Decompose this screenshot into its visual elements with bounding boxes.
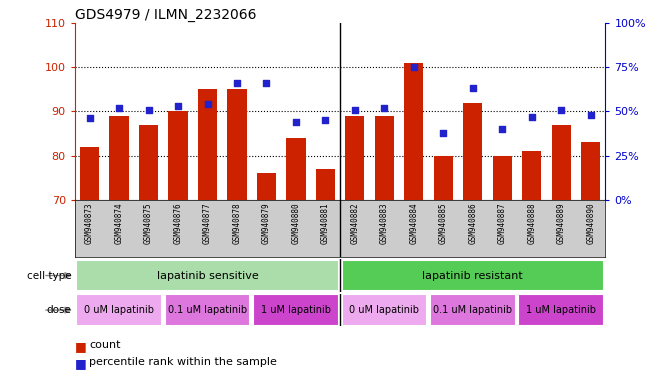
Point bbox=[527, 114, 537, 120]
Text: GSM940881: GSM940881 bbox=[321, 203, 330, 244]
Text: GSM940883: GSM940883 bbox=[380, 203, 389, 244]
Bar bbox=[522, 151, 542, 200]
Text: GSM940875: GSM940875 bbox=[144, 203, 153, 244]
Bar bbox=[342, 295, 427, 326]
Bar bbox=[109, 116, 129, 200]
Bar bbox=[227, 89, 247, 200]
Bar bbox=[345, 116, 365, 200]
Point bbox=[143, 106, 154, 113]
Bar bbox=[169, 111, 187, 200]
Bar bbox=[342, 260, 604, 291]
Bar bbox=[139, 125, 158, 200]
Text: GDS4979 / ILMN_2232066: GDS4979 / ILMN_2232066 bbox=[75, 8, 256, 22]
Bar bbox=[430, 295, 516, 326]
Text: GSM940878: GSM940878 bbox=[232, 203, 242, 244]
Text: ■: ■ bbox=[75, 340, 90, 353]
Point bbox=[85, 115, 95, 121]
Bar bbox=[286, 138, 305, 200]
Point bbox=[379, 105, 389, 111]
Point bbox=[114, 105, 124, 111]
Text: GSM940874: GSM940874 bbox=[115, 203, 124, 244]
Point bbox=[350, 106, 360, 113]
Bar bbox=[404, 63, 423, 200]
Bar bbox=[464, 103, 482, 200]
Bar bbox=[80, 147, 99, 200]
Text: GSM940884: GSM940884 bbox=[409, 203, 419, 244]
Text: GSM940889: GSM940889 bbox=[557, 203, 566, 244]
Bar bbox=[375, 116, 394, 200]
Text: 0 uM lapatinib: 0 uM lapatinib bbox=[350, 305, 419, 315]
Bar bbox=[198, 89, 217, 200]
Text: GSM940876: GSM940876 bbox=[174, 203, 182, 244]
Bar bbox=[253, 295, 339, 326]
Point bbox=[409, 64, 419, 70]
Point bbox=[320, 117, 331, 123]
Text: count: count bbox=[89, 340, 120, 350]
Bar bbox=[518, 295, 604, 326]
Point bbox=[173, 103, 183, 109]
Bar bbox=[76, 295, 162, 326]
Point bbox=[585, 112, 596, 118]
Point bbox=[232, 80, 242, 86]
Bar bbox=[551, 125, 571, 200]
Text: GSM940877: GSM940877 bbox=[203, 203, 212, 244]
Text: GSM940880: GSM940880 bbox=[292, 203, 300, 244]
Point bbox=[261, 80, 271, 86]
Point bbox=[202, 101, 213, 108]
Bar bbox=[434, 156, 453, 200]
Point bbox=[556, 106, 566, 113]
Text: GSM940886: GSM940886 bbox=[468, 203, 477, 244]
Point bbox=[291, 119, 301, 125]
Text: GSM940882: GSM940882 bbox=[350, 203, 359, 244]
Text: GSM940885: GSM940885 bbox=[439, 203, 448, 244]
Text: ■: ■ bbox=[75, 357, 90, 370]
Text: 1 uM lapatinib: 1 uM lapatinib bbox=[526, 305, 596, 315]
Bar bbox=[76, 260, 339, 291]
Point bbox=[438, 129, 449, 136]
Text: 0.1 uM lapatinib: 0.1 uM lapatinib bbox=[433, 305, 512, 315]
Point bbox=[497, 126, 508, 132]
Text: 0.1 uM lapatinib: 0.1 uM lapatinib bbox=[168, 305, 247, 315]
Text: lapatinib resistant: lapatinib resistant bbox=[422, 270, 523, 281]
Text: GSM940879: GSM940879 bbox=[262, 203, 271, 244]
Text: percentile rank within the sample: percentile rank within the sample bbox=[89, 357, 277, 367]
Bar bbox=[257, 173, 276, 200]
Text: lapatinib sensitive: lapatinib sensitive bbox=[157, 270, 258, 281]
Text: GSM940873: GSM940873 bbox=[85, 203, 94, 244]
Text: 0 uM lapatinib: 0 uM lapatinib bbox=[84, 305, 154, 315]
Text: dose: dose bbox=[47, 305, 72, 315]
Point bbox=[467, 85, 478, 91]
Bar bbox=[316, 169, 335, 200]
Text: GSM940887: GSM940887 bbox=[498, 203, 506, 244]
Bar bbox=[165, 295, 250, 326]
Text: cell type: cell type bbox=[27, 270, 72, 281]
Bar bbox=[581, 142, 600, 200]
Text: 1 uM lapatinib: 1 uM lapatinib bbox=[261, 305, 331, 315]
Text: GSM940888: GSM940888 bbox=[527, 203, 536, 244]
Text: GSM940890: GSM940890 bbox=[586, 203, 595, 244]
Bar bbox=[493, 156, 512, 200]
